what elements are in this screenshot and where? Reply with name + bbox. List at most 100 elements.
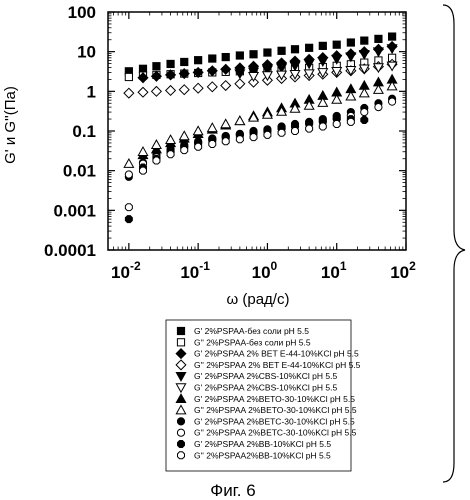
data-point [165,134,177,145]
data-point [374,34,383,43]
legend-marker [175,393,187,404]
data-point [206,122,218,133]
data-point [220,79,232,92]
data-point [138,64,148,73]
data-point [166,59,175,69]
legend-marker [177,451,185,460]
data-point [277,128,286,137]
legend-label: G'' 2%PSPAA 2%BETC-30-10%KCl pH 5.5 [194,428,357,438]
data-point [261,71,273,82]
data-point [263,130,272,139]
y-tick-label: 0.01 [63,162,96,181]
series-5 [234,44,398,80]
data-point [345,52,357,63]
data-point [180,57,189,67]
data-point [372,83,384,94]
legend-label: G' 2%PSPAA 2%BETC-30-10%KCl pH 5.5 [194,416,355,426]
data-point [192,66,204,78]
data-point [318,122,327,131]
legend-label: G'' 2%PSPAA 2%BETO-30-10%KCl pH 5.5 [194,405,357,415]
data-point [247,111,260,122]
data-point [137,146,149,156]
data-point [358,64,370,75]
data-point [124,170,133,179]
data-points [123,32,398,224]
data-point [276,70,288,81]
data-point [360,36,369,45]
data-point [289,69,301,80]
data-point [345,90,357,101]
data-point [235,51,244,60]
data-point [317,57,329,68]
data-point [152,156,161,165]
legend-label: G' 2%PSPAA 2%BETO-30-10%KCl pH 5.5 [194,394,355,404]
data-point [305,124,314,133]
y-tick-label: 0.1 [72,122,96,141]
y-tick-label: 0.001 [53,201,96,220]
data-point [192,82,204,94]
data-point [374,103,383,112]
data-point [263,48,272,57]
data-point [137,72,149,84]
data-point [208,54,217,63]
data-point [166,150,175,159]
data-point [277,46,286,55]
data-point [137,86,149,98]
data-point [332,120,341,129]
data-point [221,137,230,146]
data-point [150,70,162,82]
data-point [331,67,343,78]
legend: G' 2%PSPAA-без соли pH 5.5G'' 2%PSPAA-бе… [175,326,361,460]
legend-label: G' 2%PSPAA-без соли pH 5.5 [194,326,309,336]
data-point [372,47,384,58]
x-tick-label: 101 [321,259,347,282]
x-tick-label: 10-1 [180,259,210,282]
data-point [318,41,327,50]
data-point [261,65,273,76]
data-point [178,68,190,80]
data-point [372,63,384,74]
legend-marker [176,428,186,437]
data-point [276,105,288,116]
data-point [178,130,190,141]
data-point [123,87,135,99]
data-point [360,115,369,124]
data-point [220,118,232,129]
data-point [206,81,218,93]
data-point [276,63,288,74]
legend-marker [175,404,187,415]
data-point [220,63,232,75]
y-tick-label: 100 [68,3,96,22]
legend-label: G'' 2%PSPAA-без соли pH 5.5 [194,337,311,347]
data-point [289,61,301,72]
legend-box [165,319,352,472]
data-point [180,146,189,155]
legend-marker [175,371,187,382]
data-point [386,80,398,91]
data-point [345,66,357,76]
data-point [247,72,260,82]
data-point [332,40,341,49]
data-point [234,115,246,126]
data-point [358,50,370,60]
data-point [152,62,161,71]
data-point [386,44,398,55]
series-12 [124,117,355,212]
data-point [346,38,355,47]
data-point [150,139,162,149]
legend-marker [177,440,185,448]
legend-marker [175,348,187,360]
legend-marker [175,359,187,371]
series-9 [124,94,397,181]
x-tick-label: 10-2 [111,259,141,282]
data-point [303,59,315,70]
data-point [139,166,147,175]
figure-caption: Фиг. 6 [210,481,255,500]
legend-label: G' 2%PSPAA 2%CBS-10%KCl pH 5.5 [194,371,337,381]
y-tick-label: 1 [87,82,96,101]
legend-label: G'' 2%PSPAA 2% BET E-44-10%KCl pH 5.5 [194,360,361,370]
y-tick-label: 0.0001 [44,241,96,260]
legend-marker [176,417,186,426]
data-point [234,78,246,90]
